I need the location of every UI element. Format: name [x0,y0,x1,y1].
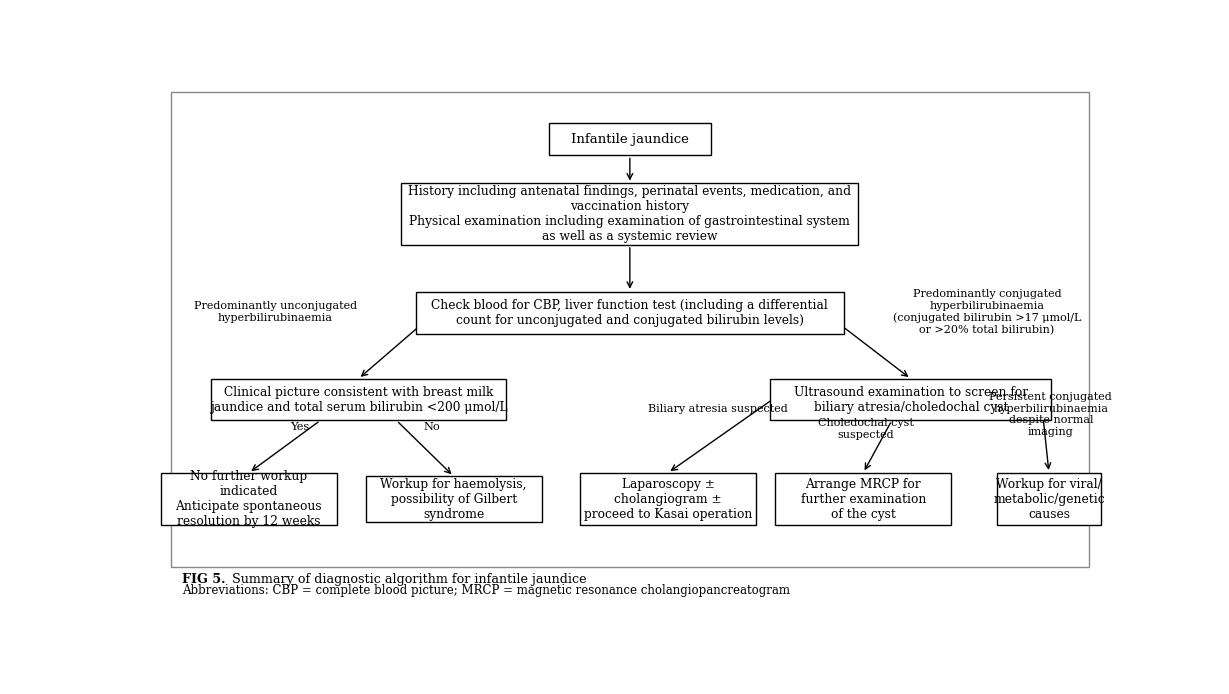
Text: Workup for haemolysis,
possibility of Gilbert
syndrome: Workup for haemolysis, possibility of Gi… [381,477,527,520]
Text: Clinical picture consistent with breast milk
jaundice and total serum bilirubin : Clinical picture consistent with breast … [210,386,508,414]
Text: Laparoscopy ±
cholangiogram ±
proceed to Kasai operation: Laparoscopy ± cholangiogram ± proceed to… [584,477,752,520]
Bar [211,379,506,421]
Text: Workup for viral/
metabolic/genetic
causes: Workup for viral/ metabolic/genetic caus… [993,477,1105,520]
Bar [580,473,756,525]
Text: Persistent conjugated
hyperbilirubinaemia
despite normal
imaging: Persistent conjugated hyperbilirubinaemi… [989,392,1112,437]
Bar [775,473,951,525]
Bar [161,473,337,525]
Text: Predominantly conjugated
hyperbilirubinaemia
(conjugated bilirubin >17 μmol/L
or: Predominantly conjugated hyperbilirubina… [892,289,1082,335]
Text: Biliary atresia suspected: Biliary atresia suspected [648,404,788,414]
Bar [415,291,844,335]
Text: Check blood for CBP, liver function test (including a differential
count for unc: Check blood for CBP, liver function test… [431,299,828,327]
Text: No further workup
indicated
Anticipate spontaneous
resolution by 12 weeks: No further workup indicated Anticipate s… [176,470,322,528]
Bar [171,92,1089,567]
Text: Ultrasound examination to screen for
biliary atresia/choledochal cyst: Ultrasound examination to screen for bil… [794,386,1027,414]
Bar [365,476,542,522]
Text: Predominantly unconjugated
hyperbilirubinaemia: Predominantly unconjugated hyperbilirubi… [194,301,358,323]
Text: Arrange MRCP for
further examination
of the cyst: Arrange MRCP for further examination of … [800,477,925,520]
Bar [401,183,858,245]
Bar [771,379,1051,421]
Text: Infantile jaundice: Infantile jaundice [571,133,688,146]
Text: Abbreviations: CBP = complete blood picture; MRCP = magnetic resonance cholangio: Abbreviations: CBP = complete blood pict… [182,584,790,598]
Bar [997,473,1101,525]
Text: Choledochal cyst
suspected: Choledochal cyst suspected [819,418,914,440]
Text: FIG 5.: FIG 5. [182,573,226,586]
Text: History including antenatal findings, perinatal events, medication, and
vaccinat: History including antenatal findings, pe… [408,185,852,243]
Text: Yes: Yes [290,422,308,432]
Text: Summary of diagnostic algorithm for infantile jaundice: Summary of diagnostic algorithm for infa… [224,573,586,586]
Text: No: No [423,422,440,432]
Bar [549,124,710,155]
